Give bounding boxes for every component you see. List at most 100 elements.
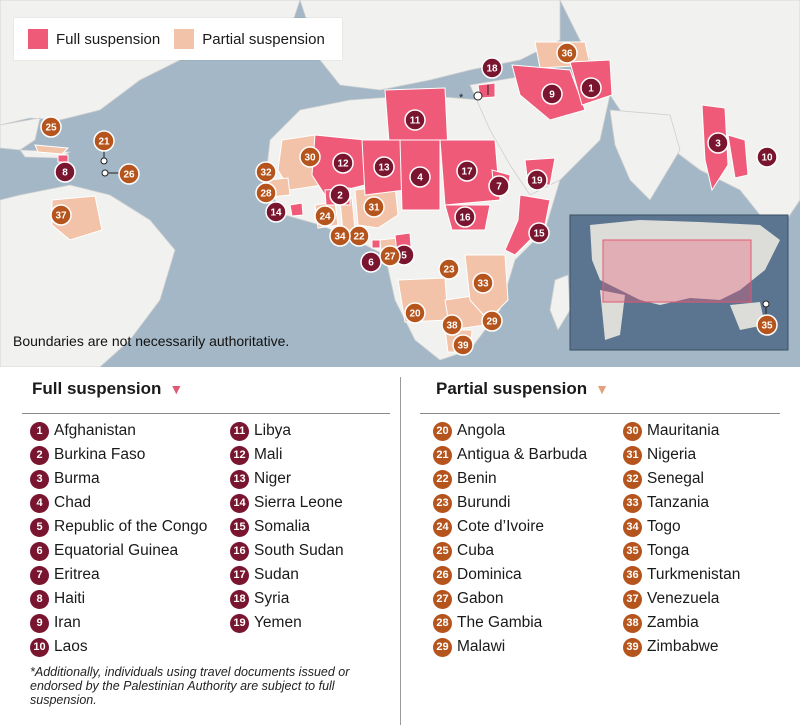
number-badge: 36 [623, 565, 642, 585]
marker-circle [329, 184, 351, 206]
marker-number: 2 [337, 191, 343, 202]
full-list-divider [22, 413, 390, 414]
number-badge: 18 [230, 589, 249, 609]
list-item: 20 Angola [433, 419, 587, 443]
number-badge: 5 [30, 517, 49, 537]
marker-number: 1 [588, 84, 594, 95]
country-name: Senegal [647, 470, 704, 487]
marker-number: 11 [410, 116, 421, 127]
legend-partial-label: Partial suspension [202, 30, 325, 48]
list-item: 10 Laos [30, 635, 207, 659]
footnote: *Additionally, individuals using travel … [30, 665, 350, 707]
map-marker-25: 25 [40, 116, 62, 138]
country-name: Yemen [254, 614, 302, 631]
legend-full: Full suspension [28, 29, 160, 49]
region-somalia [504, 194, 551, 256]
list-item: 1 Afghanistan [30, 419, 207, 443]
marker-number: 23 [443, 265, 455, 276]
list-item: 22 Benin [433, 467, 587, 491]
list-item: 31 Nigeria [623, 443, 740, 467]
marker-circle [541, 83, 563, 105]
marker-number: 37 [55, 211, 67, 222]
number-badge: 34 [623, 517, 642, 537]
palestine-dot [473, 91, 483, 101]
marker-circle [707, 132, 729, 154]
marker-number: 19 [531, 176, 543, 187]
list-item: 5 Republic of the Congo [30, 515, 207, 539]
map-marker-8: 8 [54, 161, 76, 183]
map-marker-31: 31 [363, 196, 385, 218]
marker-number: 35 [761, 321, 773, 332]
country-name: Dominica [457, 566, 522, 583]
list-item: 12 Mali [230, 443, 344, 467]
number-badge: 7 [30, 565, 49, 585]
number-badge: 26 [433, 565, 452, 585]
marker-number: 13 [378, 163, 390, 174]
list-item: 28 The Gambia [433, 611, 587, 635]
list-item: 32 Senegal [623, 467, 740, 491]
map-marker-36: 36 [556, 42, 578, 64]
country-name: Equatorial Guinea [54, 542, 179, 559]
number-badge: 9 [30, 613, 49, 633]
leader-26-dot [101, 169, 109, 177]
marker-circle [299, 146, 321, 168]
marker-circle [452, 334, 474, 356]
legend-full-swatch [28, 29, 48, 49]
list-item: 33 Tanzania [623, 491, 740, 515]
map-marker-22: 22 [348, 225, 370, 247]
list-item: 19 Yemen [230, 611, 344, 635]
list-item: 16 South Sudan [230, 539, 344, 563]
country-name: The Gambia [457, 614, 543, 631]
list-item: 30 Mauritania [623, 419, 740, 443]
list-item: 2 Burkina Faso [30, 443, 207, 467]
map-marker-21: 21 [93, 130, 115, 152]
map-marker-38: 38 [441, 314, 463, 336]
marker-number: 34 [334, 232, 346, 243]
number-badge: 15 [230, 517, 249, 537]
marker-number: 14 [270, 208, 282, 219]
list-item: 7 Eritrea [30, 563, 207, 587]
map-marker-1: 1 [580, 77, 602, 99]
land-india [609, 109, 681, 201]
map-marker-20: 20 [404, 302, 426, 324]
country-name: Togo [647, 518, 681, 535]
country-name: Venezuela [647, 590, 720, 607]
marker-circle [54, 161, 76, 183]
map-marker-29: 29 [481, 310, 503, 332]
number-badge: 20 [433, 421, 452, 441]
list-item: 15 Somalia [230, 515, 344, 539]
number-badge: 1 [30, 421, 49, 441]
marker-circle [409, 166, 431, 188]
map-marker-12: 12 [332, 152, 354, 174]
region-haiti [57, 154, 69, 163]
full-list-col-2: 11 Libya 12 Mali 13 Niger 14 Sierra Leone 15 Soma… [230, 419, 344, 635]
marker-number: 18 [486, 64, 498, 75]
list-item: 3 Burma [30, 467, 207, 491]
marker-number: 31 [368, 203, 380, 214]
inset-highlight [602, 239, 752, 303]
list-item: 11 Libya [230, 419, 344, 443]
marker-number: 25 [45, 123, 57, 134]
land-florida [0, 117, 41, 151]
marker-circle [756, 314, 778, 336]
number-badge: 28 [433, 613, 452, 633]
region-equatorial-guinea [371, 239, 381, 249]
number-badge: 29 [433, 637, 452, 657]
number-badge: 32 [623, 469, 642, 489]
marker-number: 7 [496, 182, 502, 193]
map-marker-35: 35 [756, 314, 778, 336]
map-marker-4: 4 [409, 166, 431, 188]
number-badge: 22 [433, 469, 452, 489]
legend-partial: Partial suspension [174, 29, 325, 49]
leader-21-dot [100, 157, 108, 165]
number-badge: 4 [30, 493, 49, 513]
marker-number: 9 [549, 90, 555, 101]
marker-circle [255, 161, 277, 183]
map-marker-19: 19 [526, 169, 548, 191]
country-name: Antigua & Barbuda [457, 446, 588, 463]
country-name: Tanzania [647, 494, 710, 511]
list-item: 21 Antigua & Barbuda [433, 443, 587, 467]
map-marker-14: 14 [265, 201, 287, 223]
map-marker-2: 2 [329, 184, 351, 206]
